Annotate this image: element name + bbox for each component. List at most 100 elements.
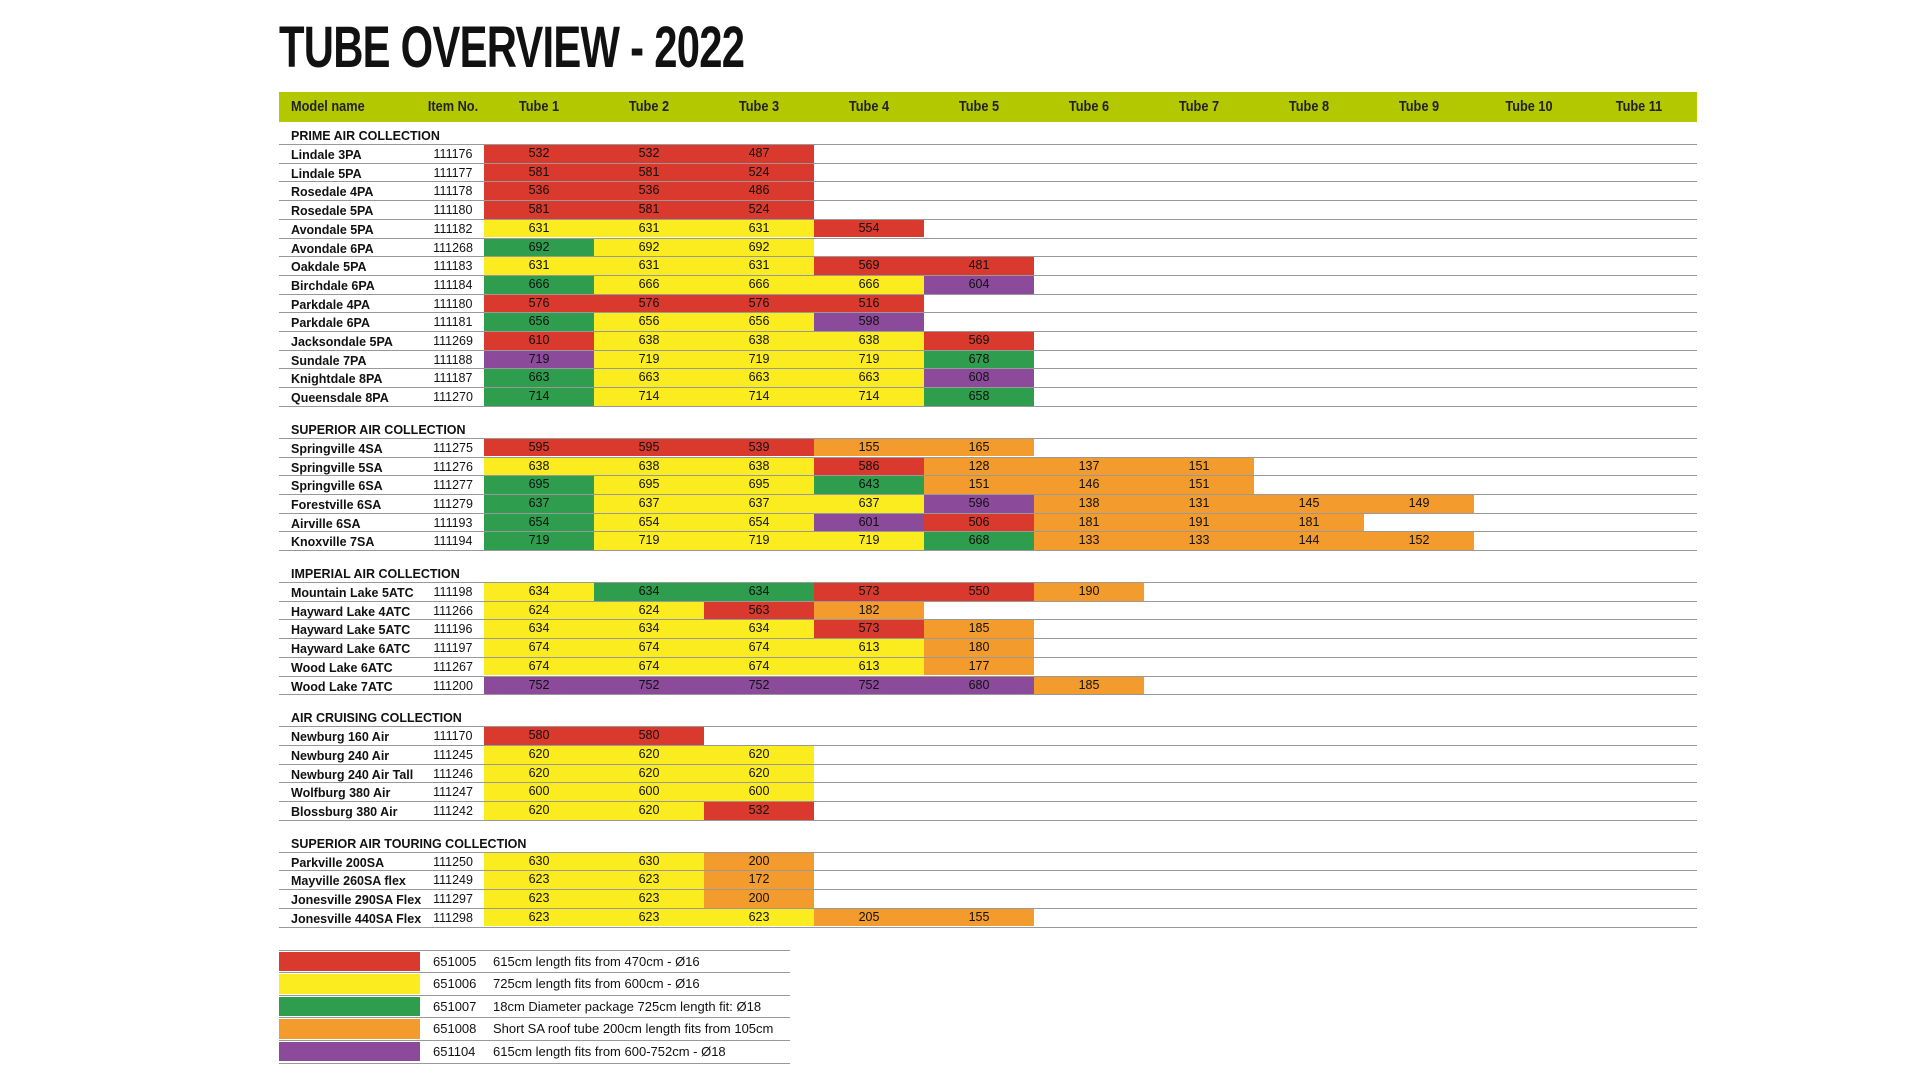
tube-cell: 692 [594, 238, 704, 257]
column-header: Tube 6 [1068, 98, 1110, 115]
legend-text: 615cm length fits from 470cm - Ø16 [493, 953, 700, 969]
tube-cell: 631 [704, 219, 814, 238]
tube-cell: 600 [704, 783, 814, 801]
tube-cell: 149 [1364, 494, 1474, 513]
tube-cell: 752 [704, 676, 814, 695]
item-number: 111196 [433, 622, 473, 637]
item-number: 111176 [433, 147, 473, 161]
item-number: 111178 [433, 184, 473, 199]
model-name: Avondale 6PA [291, 241, 374, 256]
tube-cell: 624 [484, 601, 594, 620]
tube-cell: 674 [484, 639, 594, 657]
tube-cell: 719 [484, 532, 594, 550]
tube-cell: 674 [594, 639, 704, 657]
tube-cell: 719 [594, 532, 704, 550]
row-line [279, 851, 1697, 853]
item-number: 111182 [433, 221, 473, 236]
item-number: 111268 [433, 240, 473, 255]
legend-line [279, 1017, 790, 1019]
row-line [279, 582, 1697, 583]
tube-cell: 600 [484, 783, 594, 801]
tube-cell: 573 [814, 583, 924, 601]
tube-cell: 668 [924, 532, 1034, 550]
tube-cell: 596 [924, 494, 1034, 513]
item-number: 111170 [433, 729, 473, 744]
tube-cell: 674 [484, 657, 594, 676]
legend-line [279, 1062, 790, 1064]
tube-cell: 620 [594, 764, 704, 783]
tube-cell: 695 [594, 476, 704, 494]
tube-cell: 695 [704, 476, 814, 494]
tube-cell: 623 [484, 871, 594, 890]
row-line [279, 437, 1697, 439]
model-name: Parkdale 6PA [291, 316, 370, 331]
tube-cell: 532 [484, 145, 594, 163]
column-header: Tube 5 [958, 98, 1000, 115]
tube-cell: 620 [484, 802, 594, 820]
row-line [279, 889, 1697, 891]
tube-cell: 137 [1034, 457, 1144, 476]
tube-cell: 131 [1144, 494, 1254, 513]
model-name: Newburg 240 Air Tall [291, 767, 414, 782]
header-bar [279, 92, 1697, 122]
tube-cell: 666 [594, 275, 704, 294]
tube-cell: 666 [704, 275, 814, 294]
item-number: 111267 [433, 659, 473, 674]
tube-cell: 623 [594, 908, 704, 927]
tube-cell: 486 [704, 182, 814, 201]
legend-line [279, 949, 790, 951]
row-line [279, 237, 1697, 239]
page-title: TUBE OVERVIEW - 2022 [279, 15, 745, 80]
tube-cell: 532 [704, 802, 814, 820]
tube-cell: 634 [704, 620, 814, 639]
tube-cell: 620 [704, 745, 814, 764]
model-name: Wood Lake 6ATC [291, 660, 393, 675]
column-header: Tube 10 [1505, 98, 1553, 115]
item-number: 111242 [433, 804, 473, 818]
row-line [279, 274, 1697, 276]
tube-cell: 177 [924, 657, 1034, 676]
tube-cell: 133 [1034, 532, 1144, 550]
tube-cell: 581 [594, 201, 704, 219]
legend-text: 615cm length fits from 600-752cm - Ø18 [493, 1043, 726, 1059]
tube-cell: 576 [594, 294, 704, 313]
model-name: Hayward Lake 6ATC [291, 642, 411, 657]
item-number: 111197 [433, 641, 473, 656]
row-line [279, 200, 1697, 202]
model-name: Oakdale 5PA [291, 260, 367, 275]
model-name: Newburg 160 Air [291, 730, 390, 745]
tube-cell: 623 [484, 890, 594, 908]
tube-cell: 695 [484, 476, 594, 494]
section-title: PRIME AIR COLLECTION [291, 129, 440, 143]
section-title: SUPERIOR AIR COLLECTION [291, 422, 466, 437]
item-number: 111277 [433, 478, 473, 493]
legend-line [279, 1039, 790, 1041]
tube-cell: 595 [594, 438, 704, 457]
row-line [279, 782, 1697, 784]
tube-cell: 600 [594, 783, 704, 801]
tube-cell: 151 [924, 476, 1034, 494]
model-name: Queensdale 8PA [291, 391, 389, 406]
tube-cell: 692 [704, 238, 814, 257]
row-line [279, 405, 1697, 407]
tube-cell: 624 [594, 601, 704, 620]
model-name: Avondale 5PA [291, 222, 374, 237]
tube-cell: 638 [484, 457, 594, 476]
row-line [279, 531, 1697, 533]
tube-cell: 506 [924, 513, 1034, 532]
tube-cell: 481 [924, 257, 1034, 275]
tube-cell: 656 [594, 313, 704, 331]
model-name: Jacksondale 5PA [291, 335, 393, 349]
tube-cell: 133 [1144, 532, 1254, 550]
tube-cell: 719 [814, 350, 924, 369]
column-header: Tube 8 [1288, 98, 1330, 115]
section-title: AIR CRUISING COLLECTION [291, 711, 462, 726]
tube-cell: 637 [484, 494, 594, 513]
tube-cell: 630 [484, 852, 594, 871]
tube-cell: 674 [704, 639, 814, 657]
tube-cell: 550 [924, 583, 1034, 601]
tube-cell: 576 [704, 294, 814, 313]
tube-cell: 145 [1254, 494, 1364, 513]
row-line [279, 512, 1697, 514]
legend-code: 651005 [433, 953, 477, 969]
